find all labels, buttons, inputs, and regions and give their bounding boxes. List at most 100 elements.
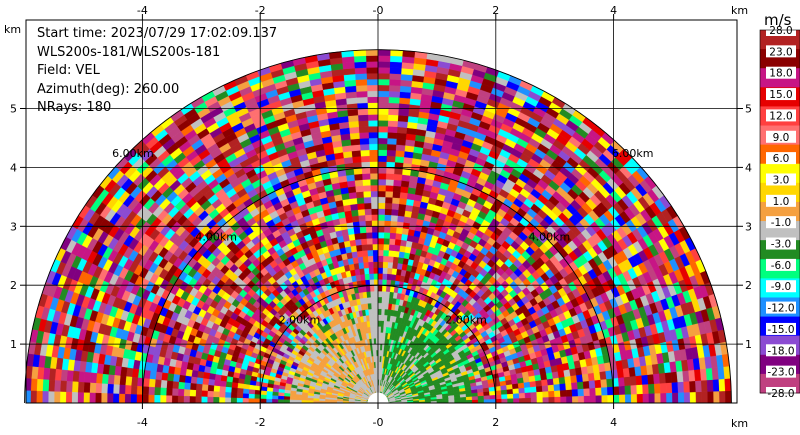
velocity-cell (377, 267, 383, 274)
velocity-cell (381, 285, 387, 292)
velocity-cell (354, 185, 364, 193)
velocity-cell (636, 393, 644, 403)
velocity-cell (368, 149, 379, 157)
velocity-cell (359, 137, 370, 145)
velocity-cell (392, 179, 402, 187)
velocity-cell (719, 390, 726, 403)
velocity-cell (676, 370, 684, 383)
velocity-cell (512, 387, 520, 394)
velocity-cell (397, 120, 408, 128)
velocity-cell (566, 395, 573, 403)
velocity-cell (400, 233, 408, 241)
velocity-cell (364, 214, 372, 222)
velocity-cell (707, 391, 714, 403)
velocity-cell (384, 190, 394, 198)
velocity-cell (601, 394, 608, 403)
velocity-cell (355, 90, 368, 98)
velocity-cell (647, 373, 655, 385)
velocity-cell (355, 191, 364, 199)
velocity-cell (472, 399, 479, 403)
velocity-cell (518, 387, 526, 394)
velocity-cell (377, 90, 390, 98)
velocity-cell (370, 208, 379, 215)
velocity-cell (377, 255, 384, 262)
velocity-cell (356, 197, 365, 205)
velocity-cell (712, 378, 720, 392)
velocity-cell (383, 308, 389, 316)
velocity-cell (349, 203, 358, 211)
velocity-cell (356, 96, 368, 104)
velocity-cell (377, 190, 386, 198)
velocity-cell (391, 268, 398, 275)
velocity-cell (377, 284, 383, 292)
velocity-cell (349, 132, 360, 140)
velocity-cell (374, 302, 379, 309)
velocity-cell (399, 245, 406, 253)
velocity-cell (524, 392, 532, 399)
velocity-cell (383, 237, 390, 245)
velocity-cell (370, 296, 375, 304)
velocity-cell (368, 125, 379, 133)
velocity-cell (553, 383, 561, 391)
velocity-cell (374, 314, 379, 321)
velocity-cell (377, 296, 382, 304)
velocity-cell (523, 381, 531, 388)
velocity-cell (388, 249, 395, 257)
velocity-cell (371, 214, 379, 221)
velocity-cell (542, 396, 550, 403)
velocity-cell (701, 391, 709, 403)
velocity-cell (363, 196, 372, 204)
velocity-cell (641, 374, 649, 385)
velocity-cell (495, 394, 502, 400)
velocity-cell (387, 131, 398, 139)
velocity-cell (377, 237, 385, 245)
velocity-cell (595, 387, 602, 396)
velocity-cell (524, 386, 532, 393)
velocity-field (26, 49, 732, 403)
velocity-cell (348, 126, 360, 134)
velocity-cell (367, 255, 374, 263)
velocity-cell (347, 186, 357, 194)
velocity-cell (683, 391, 691, 403)
velocity-cell (369, 290, 375, 298)
velocity-cell (513, 397, 520, 403)
velocity-cell (372, 243, 379, 251)
velocity-cell (483, 398, 491, 403)
velocity-cell (351, 150, 361, 158)
velocity-cell (393, 173, 403, 181)
velocity-cell (367, 102, 379, 109)
velocity-cell (385, 291, 390, 298)
velocity-cell (377, 273, 383, 280)
velocity-cell (360, 149, 370, 157)
velocity-cell (346, 108, 359, 117)
velocity-cell (666, 392, 673, 403)
velocity-cell (358, 120, 369, 128)
velocity-cell (682, 370, 690, 382)
velocity-cell (370, 302, 375, 310)
velocity-cell (380, 308, 385, 316)
velocity-cell (377, 202, 386, 209)
velocity-cell (587, 372, 595, 382)
velocity-cell (582, 380, 590, 389)
velocity-cell (559, 383, 567, 391)
velocity-cell (689, 391, 697, 403)
velocity-cell (351, 215, 360, 223)
velocity-cell (700, 379, 708, 392)
velocity-cell (383, 243, 390, 251)
velocity-cell (617, 376, 626, 387)
velocity-cell (391, 262, 398, 270)
velocity-cell (589, 387, 597, 396)
velocity-cell (642, 393, 650, 403)
velocity-cell (380, 332, 384, 339)
velocity-cell (664, 371, 673, 384)
velocity-cell (358, 126, 369, 133)
velocity-cell (377, 61, 391, 68)
velocity-cell (507, 393, 514, 399)
velocity-cell (695, 380, 703, 393)
velocity-cell (377, 137, 388, 145)
velocity-cell (377, 114, 389, 121)
velocity-cell (518, 392, 526, 399)
velocity-cell (489, 394, 496, 400)
velocity-cell (370, 196, 379, 204)
velocity-cell (355, 84, 368, 92)
